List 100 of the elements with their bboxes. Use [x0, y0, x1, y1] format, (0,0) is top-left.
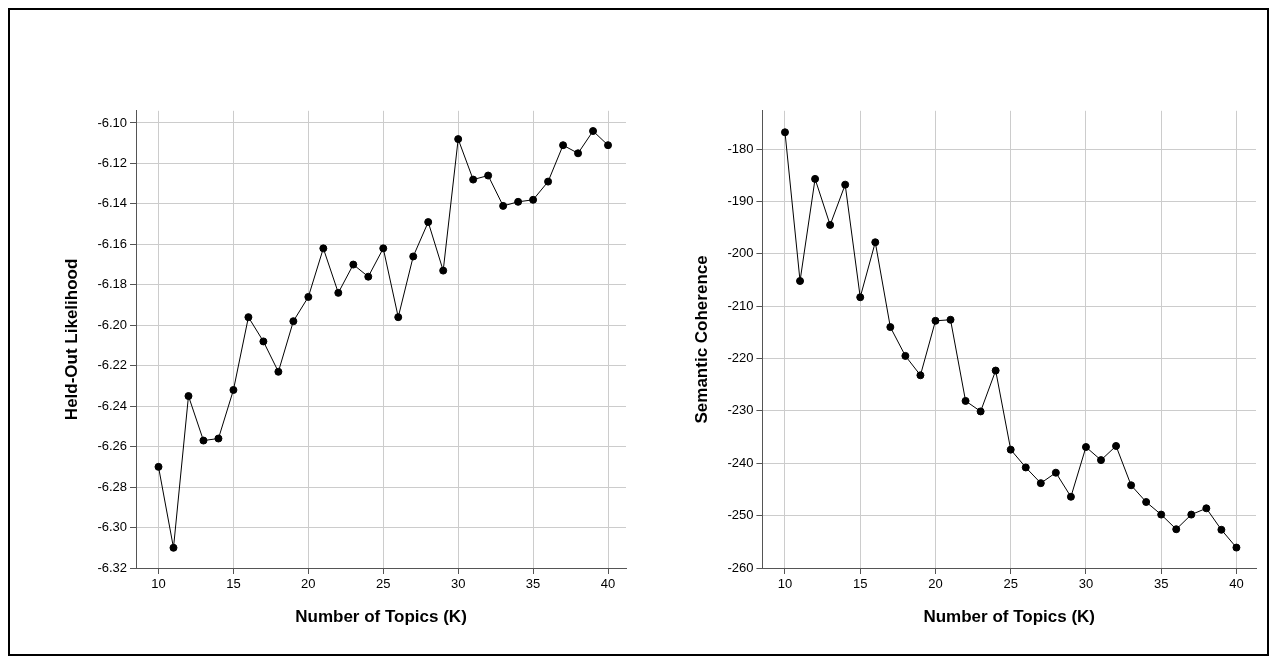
point [1066, 492, 1075, 501]
point [229, 385, 238, 394]
point [259, 337, 268, 346]
point [199, 436, 208, 445]
y-tick-label: -220 [727, 350, 754, 366]
x-tick-label: 10 [151, 576, 166, 592]
x-tick-label: 35 [1153, 576, 1169, 592]
point [1217, 525, 1226, 534]
point [1232, 543, 1241, 552]
x-tick-label: 35 [525, 576, 541, 592]
point [1172, 525, 1181, 534]
y-tick-label: -250 [727, 507, 754, 523]
point [1127, 481, 1136, 490]
point [424, 218, 433, 227]
point [589, 127, 598, 136]
y-tick-label: -6.30 [97, 519, 128, 535]
point [886, 323, 895, 332]
x-tick-label: 15 [853, 576, 868, 592]
x-tick-label: 30 [1078, 576, 1094, 592]
point [484, 171, 493, 180]
point [289, 317, 298, 326]
point [394, 313, 403, 322]
point [1202, 504, 1211, 513]
point [780, 128, 789, 137]
point [379, 244, 388, 253]
point [901, 351, 910, 360]
y-tick-label: -260 [727, 559, 754, 575]
point [1006, 445, 1015, 454]
x-tick-label: 40 [1229, 576, 1244, 592]
y-tick-label: -6.10 [97, 114, 128, 130]
y-tick-label: -230 [727, 402, 754, 418]
point [1097, 456, 1105, 465]
y-tick-label: -180 [727, 140, 754, 156]
point [796, 277, 805, 286]
point [409, 252, 418, 261]
point [916, 371, 925, 380]
y-tick-label: -210 [727, 297, 754, 313]
point [274, 367, 283, 376]
x-tick-label: 40 [600, 576, 616, 592]
x-tick-label: 20 [928, 576, 943, 592]
point [1112, 441, 1121, 450]
point [1187, 510, 1196, 519]
point [841, 180, 850, 189]
point [319, 244, 328, 253]
x-tick-label: 30 [450, 576, 466, 592]
point [529, 195, 538, 204]
point [544, 177, 553, 186]
y-tick-label: -6.28 [97, 478, 128, 494]
point [349, 260, 358, 269]
point [1081, 443, 1090, 452]
x-tick-label: 15 [226, 576, 241, 592]
y-tick-label: -200 [727, 245, 754, 261]
x-tick-label: 10 [777, 576, 793, 592]
y-tick-label: -6.32 [97, 559, 128, 575]
point [469, 175, 478, 184]
point [826, 220, 835, 229]
point [514, 197, 523, 206]
point [574, 149, 583, 158]
y-axis-title: Semantic Coherence [691, 255, 711, 424]
point [856, 293, 865, 302]
point [304, 292, 313, 301]
y-tick-label: -6.22 [97, 357, 128, 373]
point [364, 272, 373, 281]
x-tick-label: 25 [1003, 576, 1018, 592]
y-tick-label: -6.26 [97, 438, 128, 454]
point [1021, 463, 1030, 472]
x-tick-label: 20 [301, 576, 316, 592]
point [559, 141, 568, 150]
y-tick-label: -6.12 [97, 154, 128, 170]
x-axis-title: Number of Topics (K) [923, 607, 1095, 627]
y-tick-label: -240 [727, 454, 754, 470]
y-tick-label: -6.18 [97, 276, 128, 292]
point [961, 396, 970, 405]
point [169, 543, 178, 552]
y-tick-label: -6.20 [97, 316, 128, 332]
point [946, 315, 955, 324]
point [931, 316, 940, 325]
point [454, 135, 463, 144]
point [811, 174, 820, 183]
point [1051, 468, 1060, 477]
point [976, 407, 985, 416]
point [604, 141, 613, 150]
x-axis-title: Number of Topics (K) [295, 607, 467, 627]
point [1036, 479, 1045, 488]
y-tick-label: -6.24 [97, 397, 128, 413]
point [871, 238, 880, 247]
point [334, 288, 343, 297]
point [244, 313, 253, 322]
x-tick-label: 25 [376, 576, 391, 592]
point [214, 434, 223, 443]
y-axis-title: Held-Out Likelihood [61, 258, 81, 421]
point [154, 462, 163, 471]
point [1157, 510, 1166, 519]
point [1142, 498, 1151, 507]
y-tick-label: -190 [727, 192, 754, 208]
point [499, 201, 508, 210]
point [439, 266, 448, 275]
y-tick-label: -6.16 [97, 235, 128, 251]
y-tick-label: -6.14 [97, 195, 128, 211]
point [184, 392, 193, 401]
